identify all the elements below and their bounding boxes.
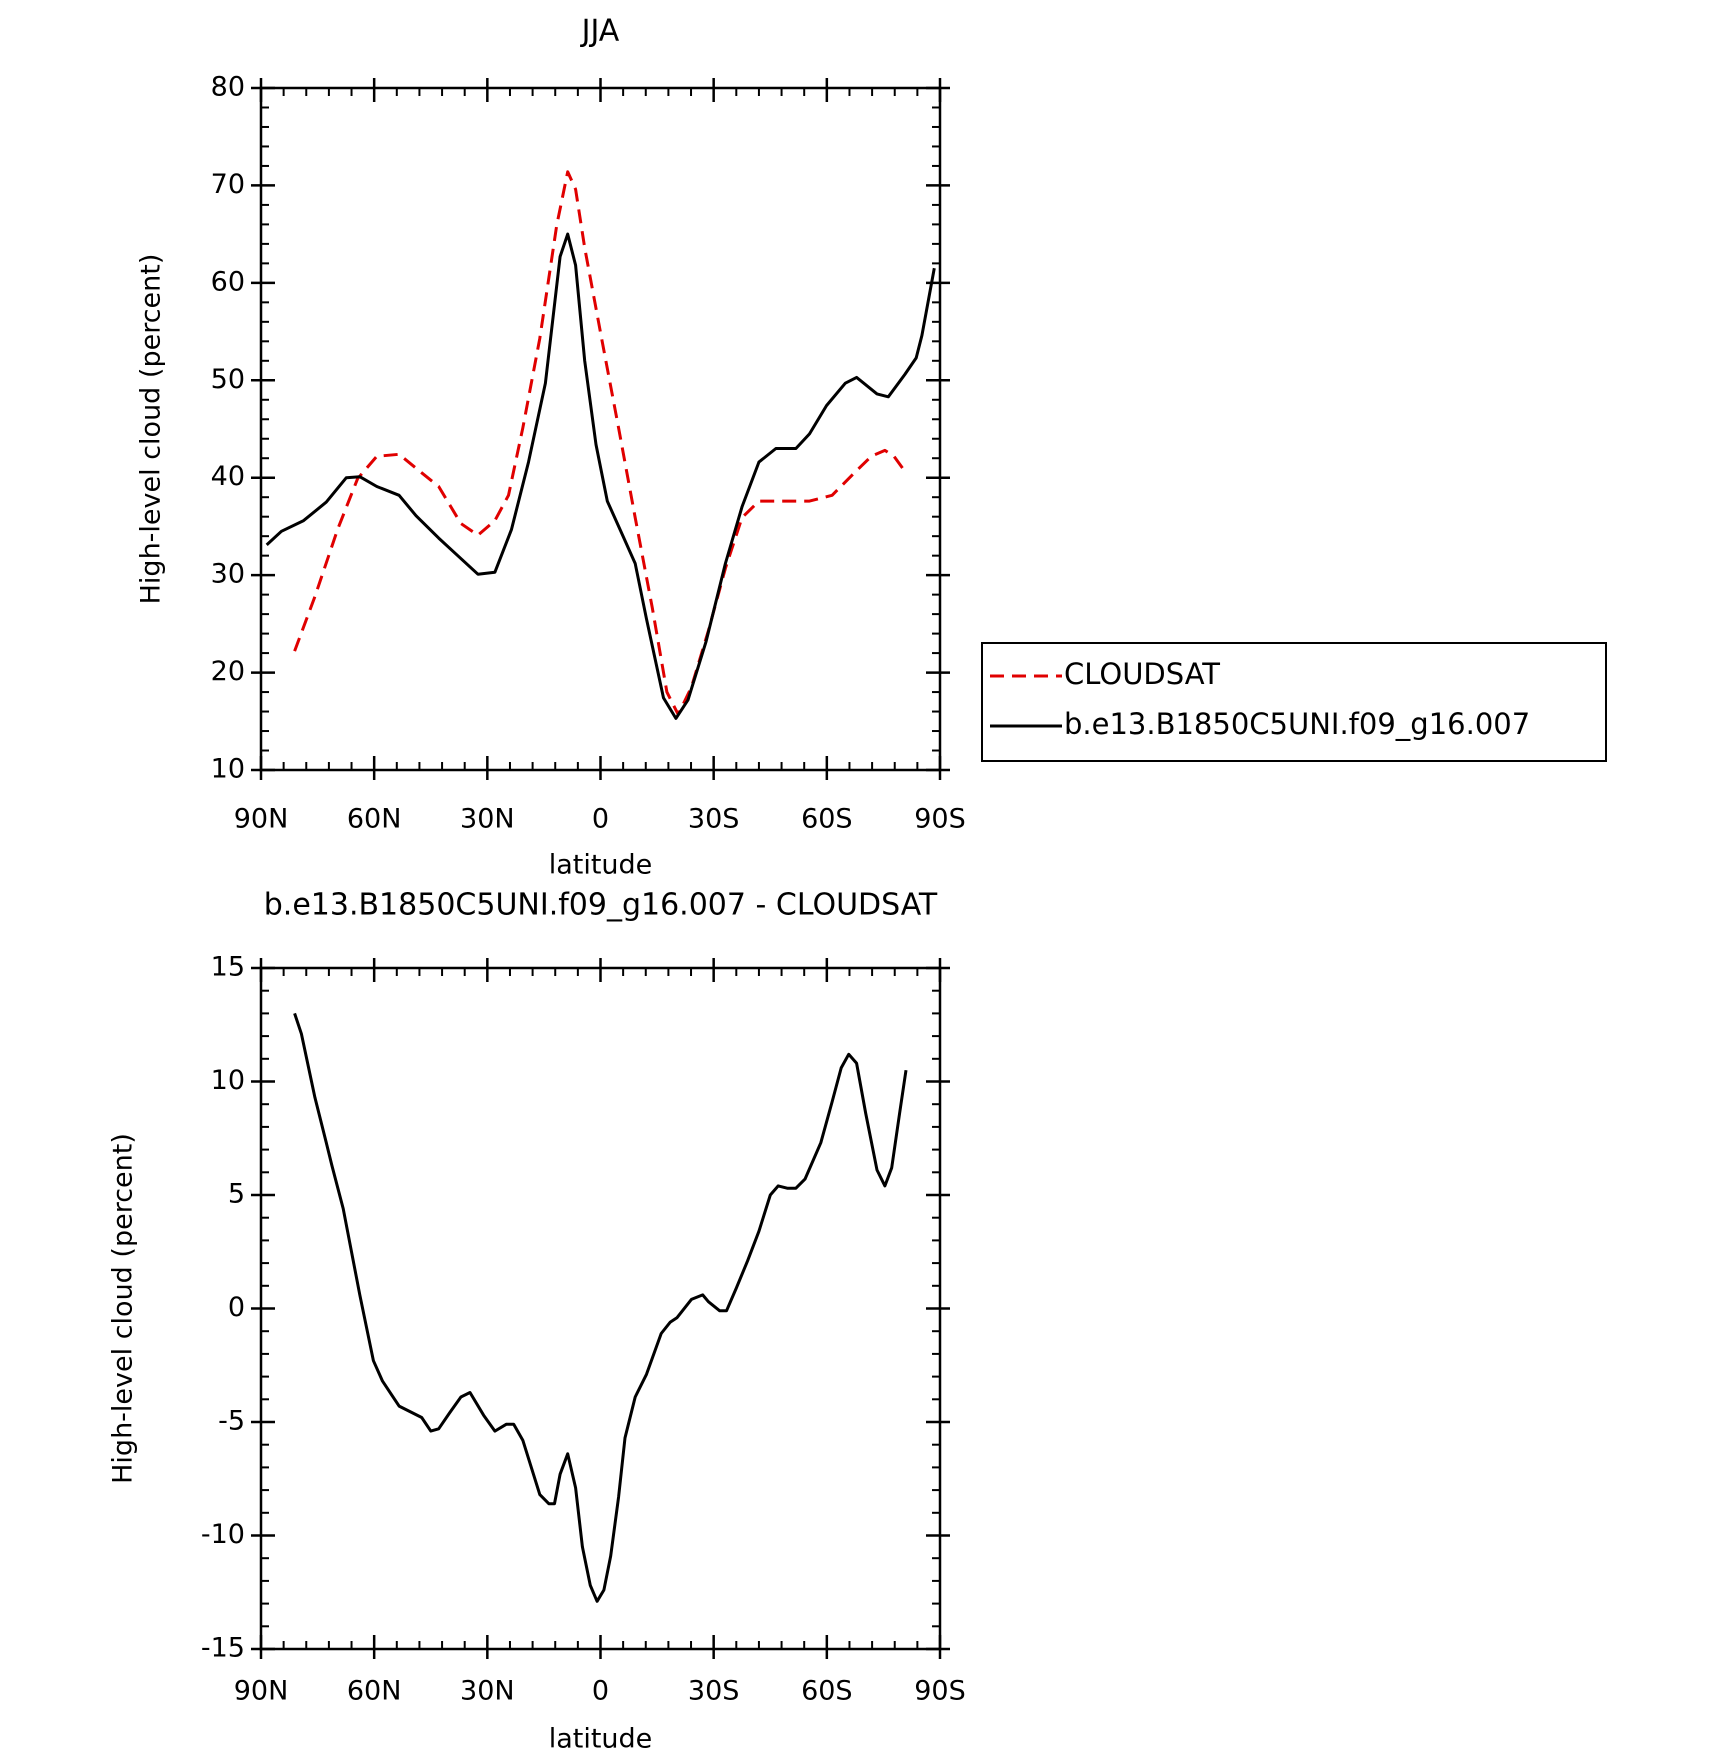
y-tick-label: 0 [228,1292,245,1323]
y-tick-label: 30 [211,559,245,590]
y-tick-label: 70 [211,169,245,200]
x-tick-label: 60N [347,1676,402,1707]
legend-label: b.e13.B1850C5UNI.f09_g16.007 [1064,707,1530,741]
chart-title: b.e13.B1850C5UNI.f09_g16.007 - CLOUDSAT [264,888,938,923]
plot-frame [259,966,942,1651]
y-tick-label: 5 [228,1179,245,1210]
chart-title: JJA [580,14,620,49]
y-tick-label: -5 [218,1406,245,1437]
y-axis-label: High-level cloud (percent) [136,254,167,605]
y-tick-label: 20 [211,656,245,687]
x-axis-label: latitude [549,1724,653,1755]
data-line [265,232,936,720]
x-tick-label: 60S [801,804,853,835]
y-tick-label: 50 [211,364,245,395]
x-tick-label: 30N [460,1676,515,1707]
data-line [293,1012,908,1603]
x-tick-label: 90N [234,1676,289,1707]
legend-label: CLOUDSAT [1064,657,1220,691]
y-tick-label: -10 [201,1519,245,1550]
y-tick-label: 40 [211,461,245,492]
x-tick-label: 60N [347,804,402,835]
x-tick-label: 30S [688,1676,740,1707]
x-tick-label: 0 [592,1676,609,1707]
x-tick-label: 90S [914,1676,966,1707]
x-tick-label: 30S [688,804,740,835]
y-axis-label: High-level cloud (percent) [108,1133,139,1484]
data-line [293,170,908,716]
x-tick-label: 90S [914,804,966,835]
x-tick-label: 0 [592,804,609,835]
x-tick-label: 30N [460,804,515,835]
legend-box [981,642,1607,762]
x-tick-label: 60S [801,1676,853,1707]
y-tick-label: 80 [211,72,245,103]
y-tick-label: 60 [211,266,245,297]
y-tick-label: -15 [201,1633,245,1664]
y-tick-label: 10 [211,754,245,785]
y-tick-label: 15 [211,952,245,983]
x-axis-label: latitude [549,850,653,881]
y-tick-label: 10 [211,1065,245,1096]
x-tick-label: 90N [234,804,289,835]
plot-frame [259,86,942,772]
